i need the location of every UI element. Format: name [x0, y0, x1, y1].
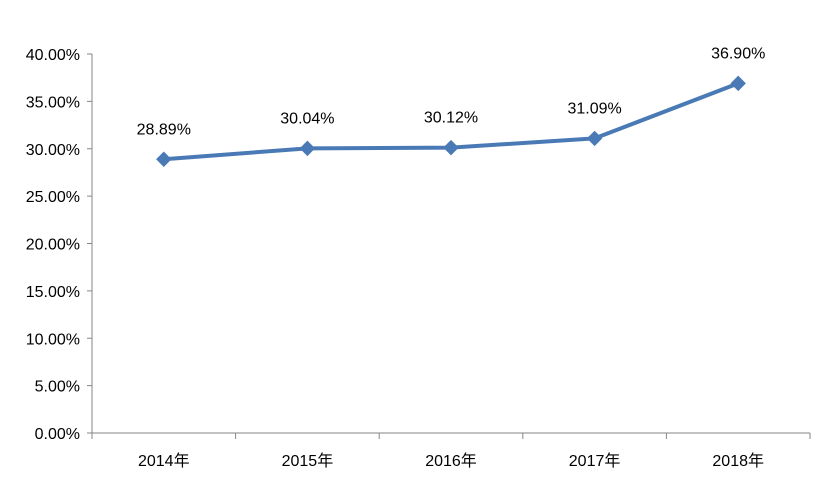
data-point-marker [443, 139, 459, 156]
y-tick-label: 5.00% [35, 379, 80, 396]
data-label: 30.04% [280, 110, 334, 127]
data-label: 36.90% [711, 45, 765, 62]
x-tick-label: 2016年 [425, 452, 477, 470]
data-point-marker [730, 75, 746, 92]
y-tick-label: 30.00% [26, 142, 80, 159]
data-labels: 28.89% 30.04% 30.12% 31.09% 36.90% [137, 45, 766, 138]
y-tick-label: 40.00% [26, 47, 80, 64]
y-tick-label: 35.00% [26, 94, 80, 111]
y-tick-label: 0.00% [35, 426, 80, 443]
x-tick-label: 2017年 [569, 452, 621, 470]
data-point-marker [299, 140, 316, 157]
data-label: 28.89% [137, 121, 191, 138]
y-tick-label: 15.00% [26, 284, 80, 301]
y-tick-label: 20.00% [26, 237, 80, 254]
x-tick-label: 2014年 [138, 452, 190, 470]
data-point-marker [156, 151, 172, 167]
tick-labels: 0.00% 5.00% 10.00% 15.00% 20.00% 25.00% 30.00%… [26, 47, 764, 470]
y-tick-label: 10.00% [26, 331, 80, 348]
data-label: 30.12% [424, 110, 478, 127]
x-tick-label: 2015年 [282, 452, 334, 470]
data-label: 31.09% [567, 100, 621, 117]
x-tick-label: 2018年 [712, 452, 764, 470]
y-tick-label: 25.00% [26, 189, 80, 206]
axes [87, 53, 811, 439]
data-point-marker [586, 130, 603, 147]
series [156, 75, 746, 167]
